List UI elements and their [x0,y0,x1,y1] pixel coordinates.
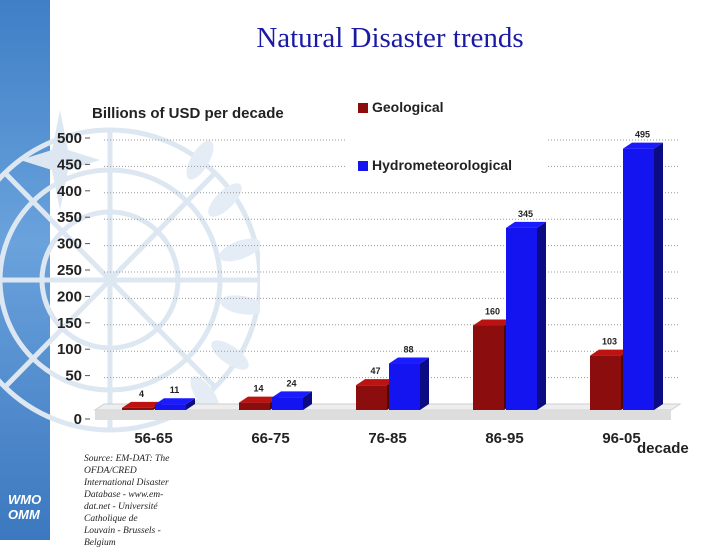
bar-value-label: 103 [602,337,617,347]
bar-hydrometeorological-96-05 [623,148,654,410]
y-tick-label: 0 [74,411,82,428]
bar-top [506,221,546,228]
bar-top [356,379,396,386]
bar-geological-56-65 [122,407,153,410]
source-note: Source: EM-DAT: The OFDA/CRED Internatio… [84,454,170,548]
x-tick-label: 86-95 [485,430,523,447]
y-tick-label: 500 [57,130,82,147]
wmo-logo: WMO OMM [8,492,48,522]
bar-geological-86-95 [473,325,504,410]
bar-side [186,398,195,410]
bar-top [590,349,630,356]
legend-label: Hydrometeorological [372,157,512,173]
x-tick-label: 96-05 [602,430,640,447]
legend-label: Geological [372,99,444,115]
bar-side [420,357,429,410]
logo-line-1: WMO [8,492,42,507]
bar-geological-96-05 [590,355,621,410]
bar-side [537,221,546,410]
chart-floor-edge [95,410,671,420]
bar-geological-66-75 [239,402,270,410]
legend-box [346,95,546,185]
bar-hydrometeorological-56-65 [155,404,186,410]
bar-hydrometeorological-66-75 [272,397,303,410]
y-tick-label: 50 [65,368,82,385]
bar-side [654,142,663,410]
y-tick-label: 450 [57,156,82,173]
x-tick-label: 56-65 [134,430,172,447]
legend-swatch [358,161,368,171]
legend-swatch [358,103,368,113]
bar-side [303,391,312,410]
bar-value-label: 14 [253,384,263,394]
bar-value-label: 4 [139,389,144,399]
x-axis-label: decade [637,440,689,457]
bar-hydrometeorological-76-85 [389,363,420,410]
bar-value-label: 24 [286,378,296,388]
bar-value-label: 160 [485,307,500,317]
y-tick-label: 300 [57,236,82,253]
bar-top [272,391,312,398]
bar-value-label: 345 [518,209,533,219]
bar-top [623,142,663,149]
bar-value-label: 47 [370,366,380,376]
un-emblem-watermark [0,110,260,433]
y-tick-label: 250 [57,262,82,279]
y-tick-label: 200 [57,288,82,305]
chart-title: Billions of USD per decade [92,105,284,122]
x-tick-label: 76-85 [368,430,406,447]
bar-geological-76-85 [356,385,387,410]
bar-top [122,401,162,408]
bar-top [389,357,429,364]
y-tick-label: 150 [57,315,82,332]
logo-line-2: OMM [8,507,40,522]
bar-value-label: 11 [170,385,180,395]
slide-title: Natural Disaster trends [256,22,524,54]
bar-value-label: 88 [403,345,413,355]
bar-hydrometeorological-86-95 [506,227,537,410]
y-tick-label: 350 [57,209,82,226]
bar-value-label: 495 [635,130,650,140]
x-tick-label: 66-75 [251,430,289,447]
bar-top [473,319,513,326]
y-tick-label: 100 [57,341,82,358]
bar-top [239,396,279,403]
y-tick-label: 400 [57,183,82,200]
bar-top [155,398,195,405]
